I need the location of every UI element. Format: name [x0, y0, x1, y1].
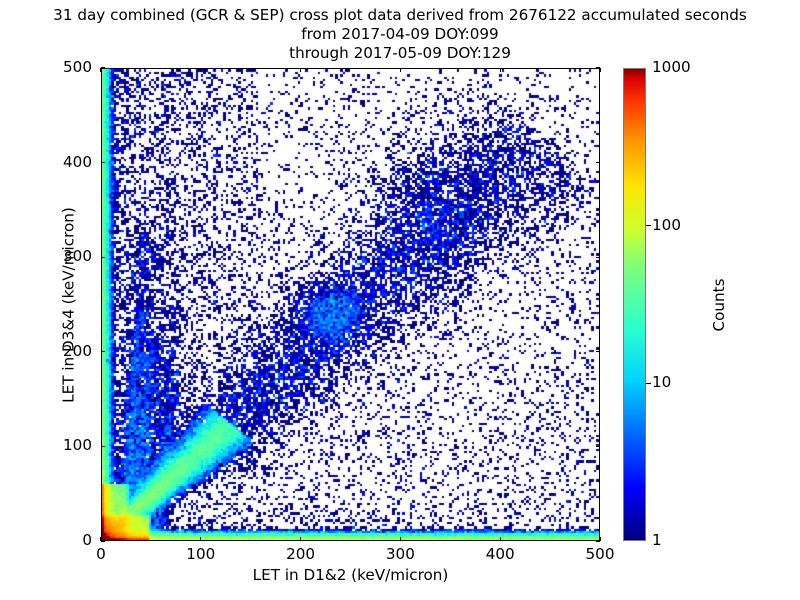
- x-tick-mark: [499, 537, 501, 541]
- y-tick-mark-right: [596, 445, 600, 448]
- x-tick-mark-top: [499, 68, 501, 72]
- colorbar[interactable]: [623, 68, 646, 541]
- y-tick-label: 300: [63, 247, 92, 266]
- title-line-3: through 2017-05-09 DOY:129: [289, 44, 511, 62]
- y-tick-label: 400: [63, 152, 92, 171]
- y-tick-mark-right: [596, 256, 600, 258]
- colorbar-title: Counts: [710, 278, 728, 332]
- x-tick-mark-top: [399, 68, 402, 72]
- colorbar-tick-mark: [646, 225, 651, 227]
- x-tick-mark-top: [200, 68, 202, 72]
- y-axis-title: LET in D3&4 (keV/micron): [59, 207, 78, 403]
- chart-title: 31 day combined (GCR & SEP) cross plot d…: [0, 6, 800, 63]
- x-tick-mark: [399, 537, 402, 541]
- title-line-2: from 2017-04-09 DOY:099: [301, 25, 499, 43]
- x-tick-mark-top: [100, 68, 102, 72]
- x-tick-label: 300: [385, 545, 415, 563]
- y-tick-mark: [101, 161, 105, 164]
- x-tick-mark-top: [299, 68, 302, 72]
- y-tick-mark-right: [596, 351, 600, 353]
- x-tick-label: 400: [485, 545, 515, 563]
- y-tick-label: 100: [63, 436, 92, 455]
- colorbar-tick-label: 1000: [652, 58, 691, 76]
- y-tick-mark: [101, 445, 105, 448]
- x-axis-title: LET in D1&2 (keV/micron): [252, 566, 449, 584]
- y-tick-mark-right: [596, 161, 600, 164]
- y-tick-mark-right: [596, 67, 600, 69]
- colorbar-tick-label: 100: [652, 215, 681, 234]
- x-tick-label: 500: [585, 545, 615, 563]
- x-tick-mark-top: [599, 68, 601, 72]
- scatter-heatmap: [102, 69, 599, 540]
- x-tick-label: 100: [186, 545, 216, 563]
- y-tick-label: 200: [63, 341, 92, 360]
- y-tick-label: 0: [82, 531, 92, 549]
- x-tick-mark: [599, 537, 601, 541]
- y-tick-mark: [101, 67, 105, 69]
- x-tick-label: 0: [96, 545, 106, 563]
- colorbar-tick-label: 10: [652, 373, 672, 392]
- y-tick-mark-right: [596, 540, 600, 542]
- x-tick-mark: [200, 537, 202, 541]
- title-line-1: 31 day combined (GCR & SEP) cross plot d…: [53, 6, 747, 24]
- y-tick-mark: [101, 256, 105, 258]
- x-tick-mark: [100, 537, 102, 541]
- y-tick-label: 500: [63, 58, 92, 76]
- plot-area[interactable]: [101, 68, 600, 541]
- colorbar-tick-label: 1: [652, 531, 662, 549]
- y-tick-mark: [101, 351, 105, 353]
- colorbar-tick-mark: [646, 382, 651, 384]
- x-tick-mark: [299, 537, 302, 541]
- x-tick-label: 200: [286, 545, 316, 563]
- y-tick-mark: [101, 540, 105, 542]
- colorbar-gradient: [623, 68, 646, 541]
